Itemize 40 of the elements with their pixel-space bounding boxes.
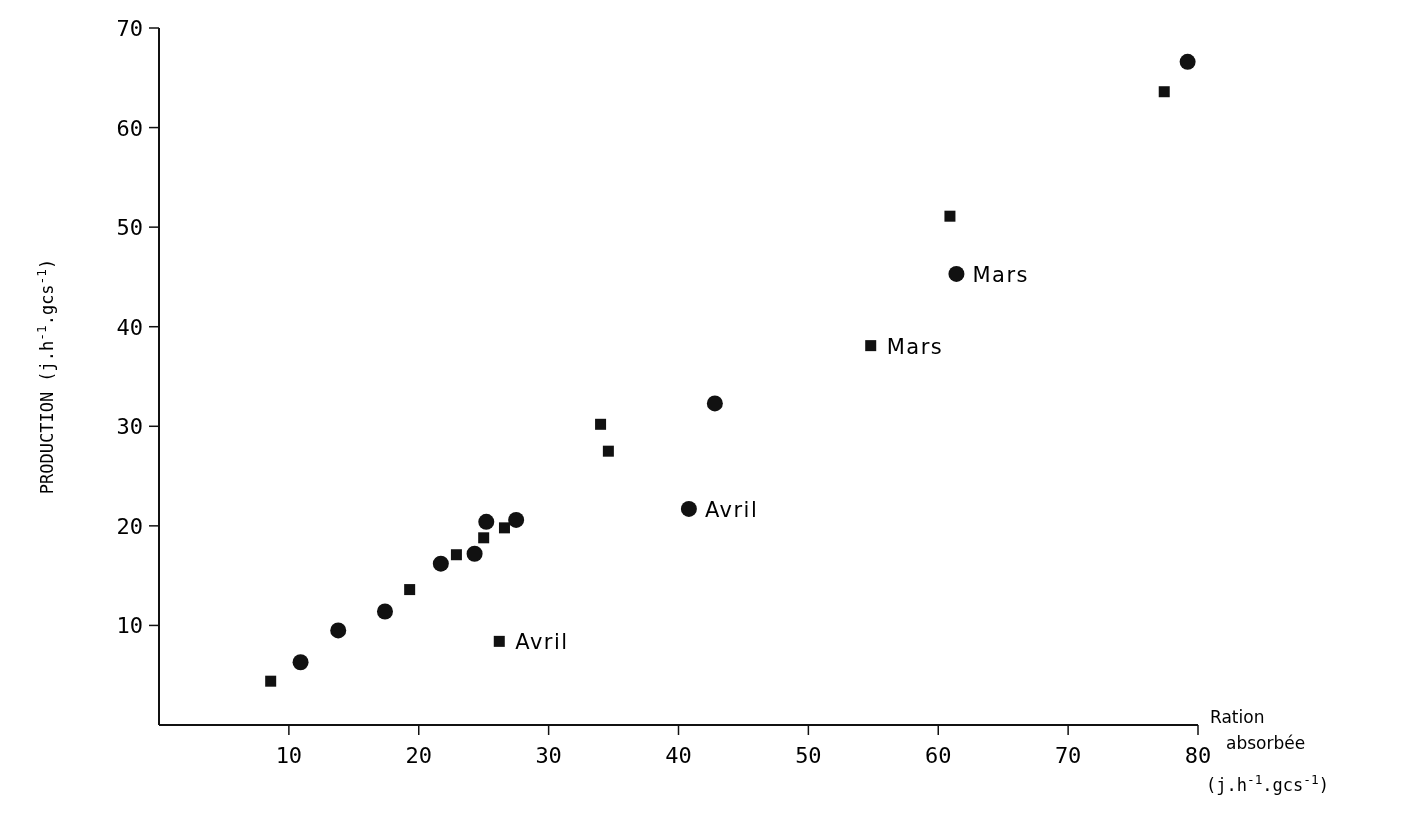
point [376,603,393,620]
point [404,584,416,596]
annotation: Avril [704,497,759,522]
point [944,210,956,222]
y-tick-label: 20 [116,513,143,539]
point [493,635,505,647]
x-tick-label: 10 [275,743,303,768]
point [265,675,277,687]
point [508,511,525,528]
point [466,545,483,562]
y-tick-label: 10 [116,613,143,639]
y-tick-label: 30 [116,414,143,440]
point [680,500,697,517]
point [595,418,607,430]
point [478,532,490,544]
point [1179,53,1196,70]
y-tick-label: 40 [116,314,143,340]
annotation: Avril [515,630,569,655]
y-tick-label: 50 [116,215,143,241]
x-tick-label: 40 [665,743,692,768]
point [450,549,462,561]
annotation: Mars [972,262,1029,287]
annotation: Mars [886,334,944,359]
point [498,522,510,534]
point [706,395,723,412]
point [602,445,614,457]
point [292,654,309,671]
y-tick-label: 70 [116,16,143,41]
x-tick-label: 20 [405,743,432,768]
point [1158,86,1170,98]
x-tick-label: 70 [1054,743,1082,768]
point [865,340,877,352]
x-tick-label: 50 [795,743,822,768]
point [948,265,965,282]
point [432,555,449,572]
y-tick-label: 60 [116,115,143,141]
x-tick-label: 60 [925,743,952,768]
point [330,622,347,639]
point [478,513,495,530]
x-tick-label: 30 [535,743,562,768]
